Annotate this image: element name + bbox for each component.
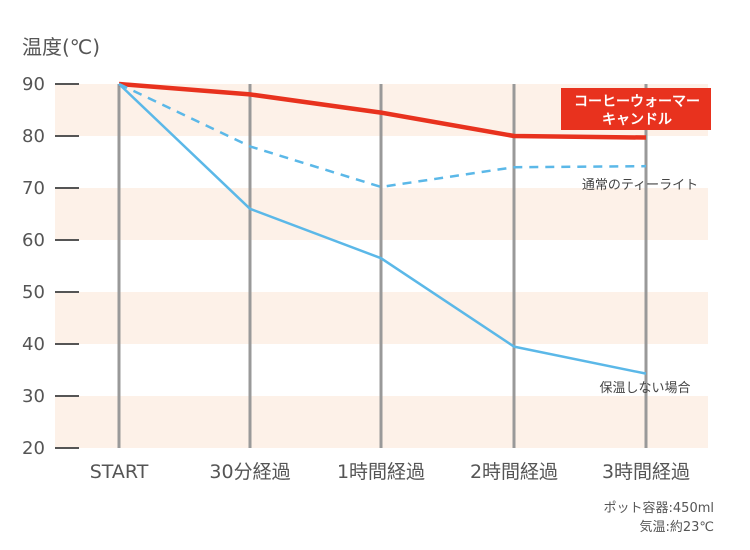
chart-note: 気温:約23℃ [639,519,714,535]
y-tick-label: 60 [22,230,45,251]
series-label: コーヒーウォーマー [574,94,700,110]
x-tick-label: START [90,461,149,483]
y-tick-label: 40 [22,334,45,355]
y-tick-label: 70 [22,178,45,199]
series-label: 通常のティーライト [582,178,698,193]
series-line [118,82,647,189]
x-tick-label: 3時間経過 [602,461,690,483]
x-tick-label: 1時間経過 [337,461,425,483]
series-badge [561,88,711,130]
series-line [118,81,647,140]
series-label: 保温しない場合 [599,381,690,396]
y-tick-label: 80 [22,126,45,147]
chart-note: ポット容器:450ml [604,500,714,516]
y-tick-label: 90 [22,74,45,95]
series-label: キャンドル [602,112,672,128]
y-axis-title: 温度(℃) [22,35,100,59]
series-lines [118,81,647,375]
y-tick-label: 50 [22,282,45,303]
series-line [118,83,647,375]
y-tick-label: 30 [22,386,45,407]
x-axis: START 30分経過 1時間経過 2時間経過 3時間経過 [90,461,690,483]
chart-notes: ポット容器:450ml 気温:約23℃ [604,500,714,535]
x-tick-label: 2時間経過 [470,461,558,483]
y-tick-label: 20 [22,438,45,459]
category-gridlines [117,84,648,448]
x-tick-label: 30分経過 [209,461,290,483]
y-axis: 90 80 70 60 50 40 30 20 [22,74,79,459]
